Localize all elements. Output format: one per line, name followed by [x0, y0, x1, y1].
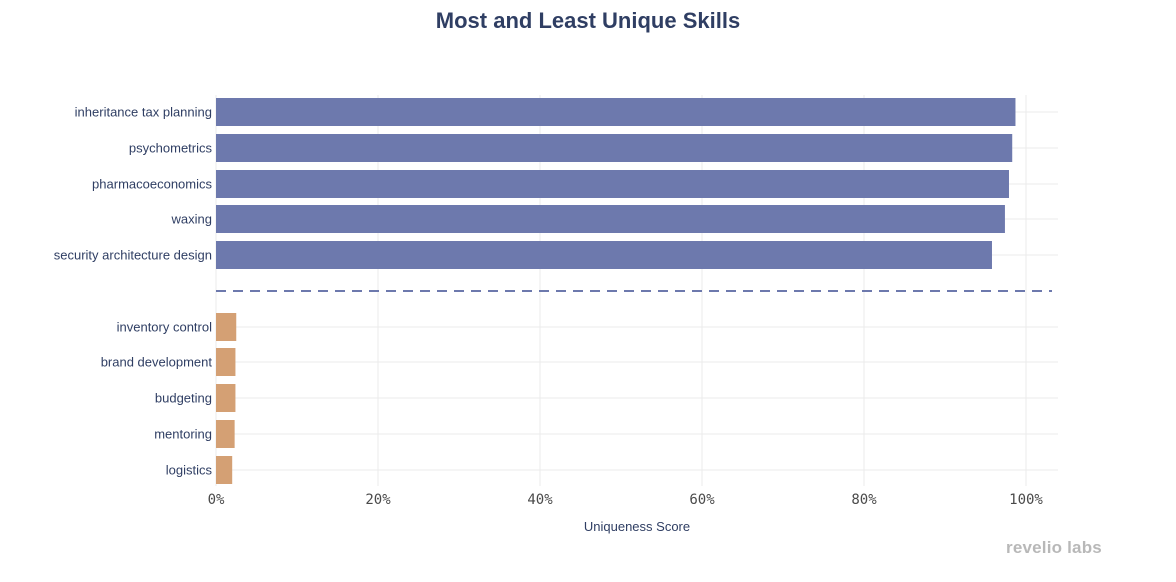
bars: [216, 98, 1016, 484]
chart-title: Most and Least Unique Skills: [435, 8, 741, 33]
x-tick-label: 80%: [851, 492, 877, 508]
category-label: security architecture design: [54, 248, 212, 263]
category-label: psychometrics: [129, 141, 213, 156]
category-label: pharmacoeconomics: [92, 177, 212, 192]
x-tick-label: 60%: [689, 492, 715, 508]
x-axis-label: Uniqueness Score: [584, 519, 690, 534]
x-tick-labels: 0% 20% 40% 60% 80% 100%: [208, 492, 1044, 508]
x-tick-label: 100%: [1009, 492, 1043, 508]
bar: [216, 420, 235, 448]
category-label: waxing: [171, 212, 212, 227]
bar: [216, 313, 237, 341]
revelio-labs-logo: revelio labs: [1006, 538, 1102, 557]
x-tick-label: 0%: [208, 492, 225, 508]
bar: [216, 170, 1009, 198]
bar: [216, 98, 1016, 126]
category-label: mentoring: [154, 427, 212, 442]
bar: [216, 384, 236, 412]
bar: [216, 241, 992, 269]
bar: [216, 134, 1013, 162]
bar: [216, 348, 236, 376]
x-tick-label: 20%: [365, 492, 391, 508]
category-label: budgeting: [155, 391, 212, 406]
category-label: inventory control: [117, 320, 212, 335]
bar: [216, 456, 233, 484]
x-tick-label: 40%: [527, 492, 553, 508]
category-label: logistics: [166, 463, 213, 478]
category-labels: inheritance tax planning psychometrics pha…: [54, 105, 213, 478]
bar: [216, 205, 1005, 233]
category-label: inheritance tax planning: [75, 105, 212, 120]
category-label: brand development: [101, 355, 213, 370]
